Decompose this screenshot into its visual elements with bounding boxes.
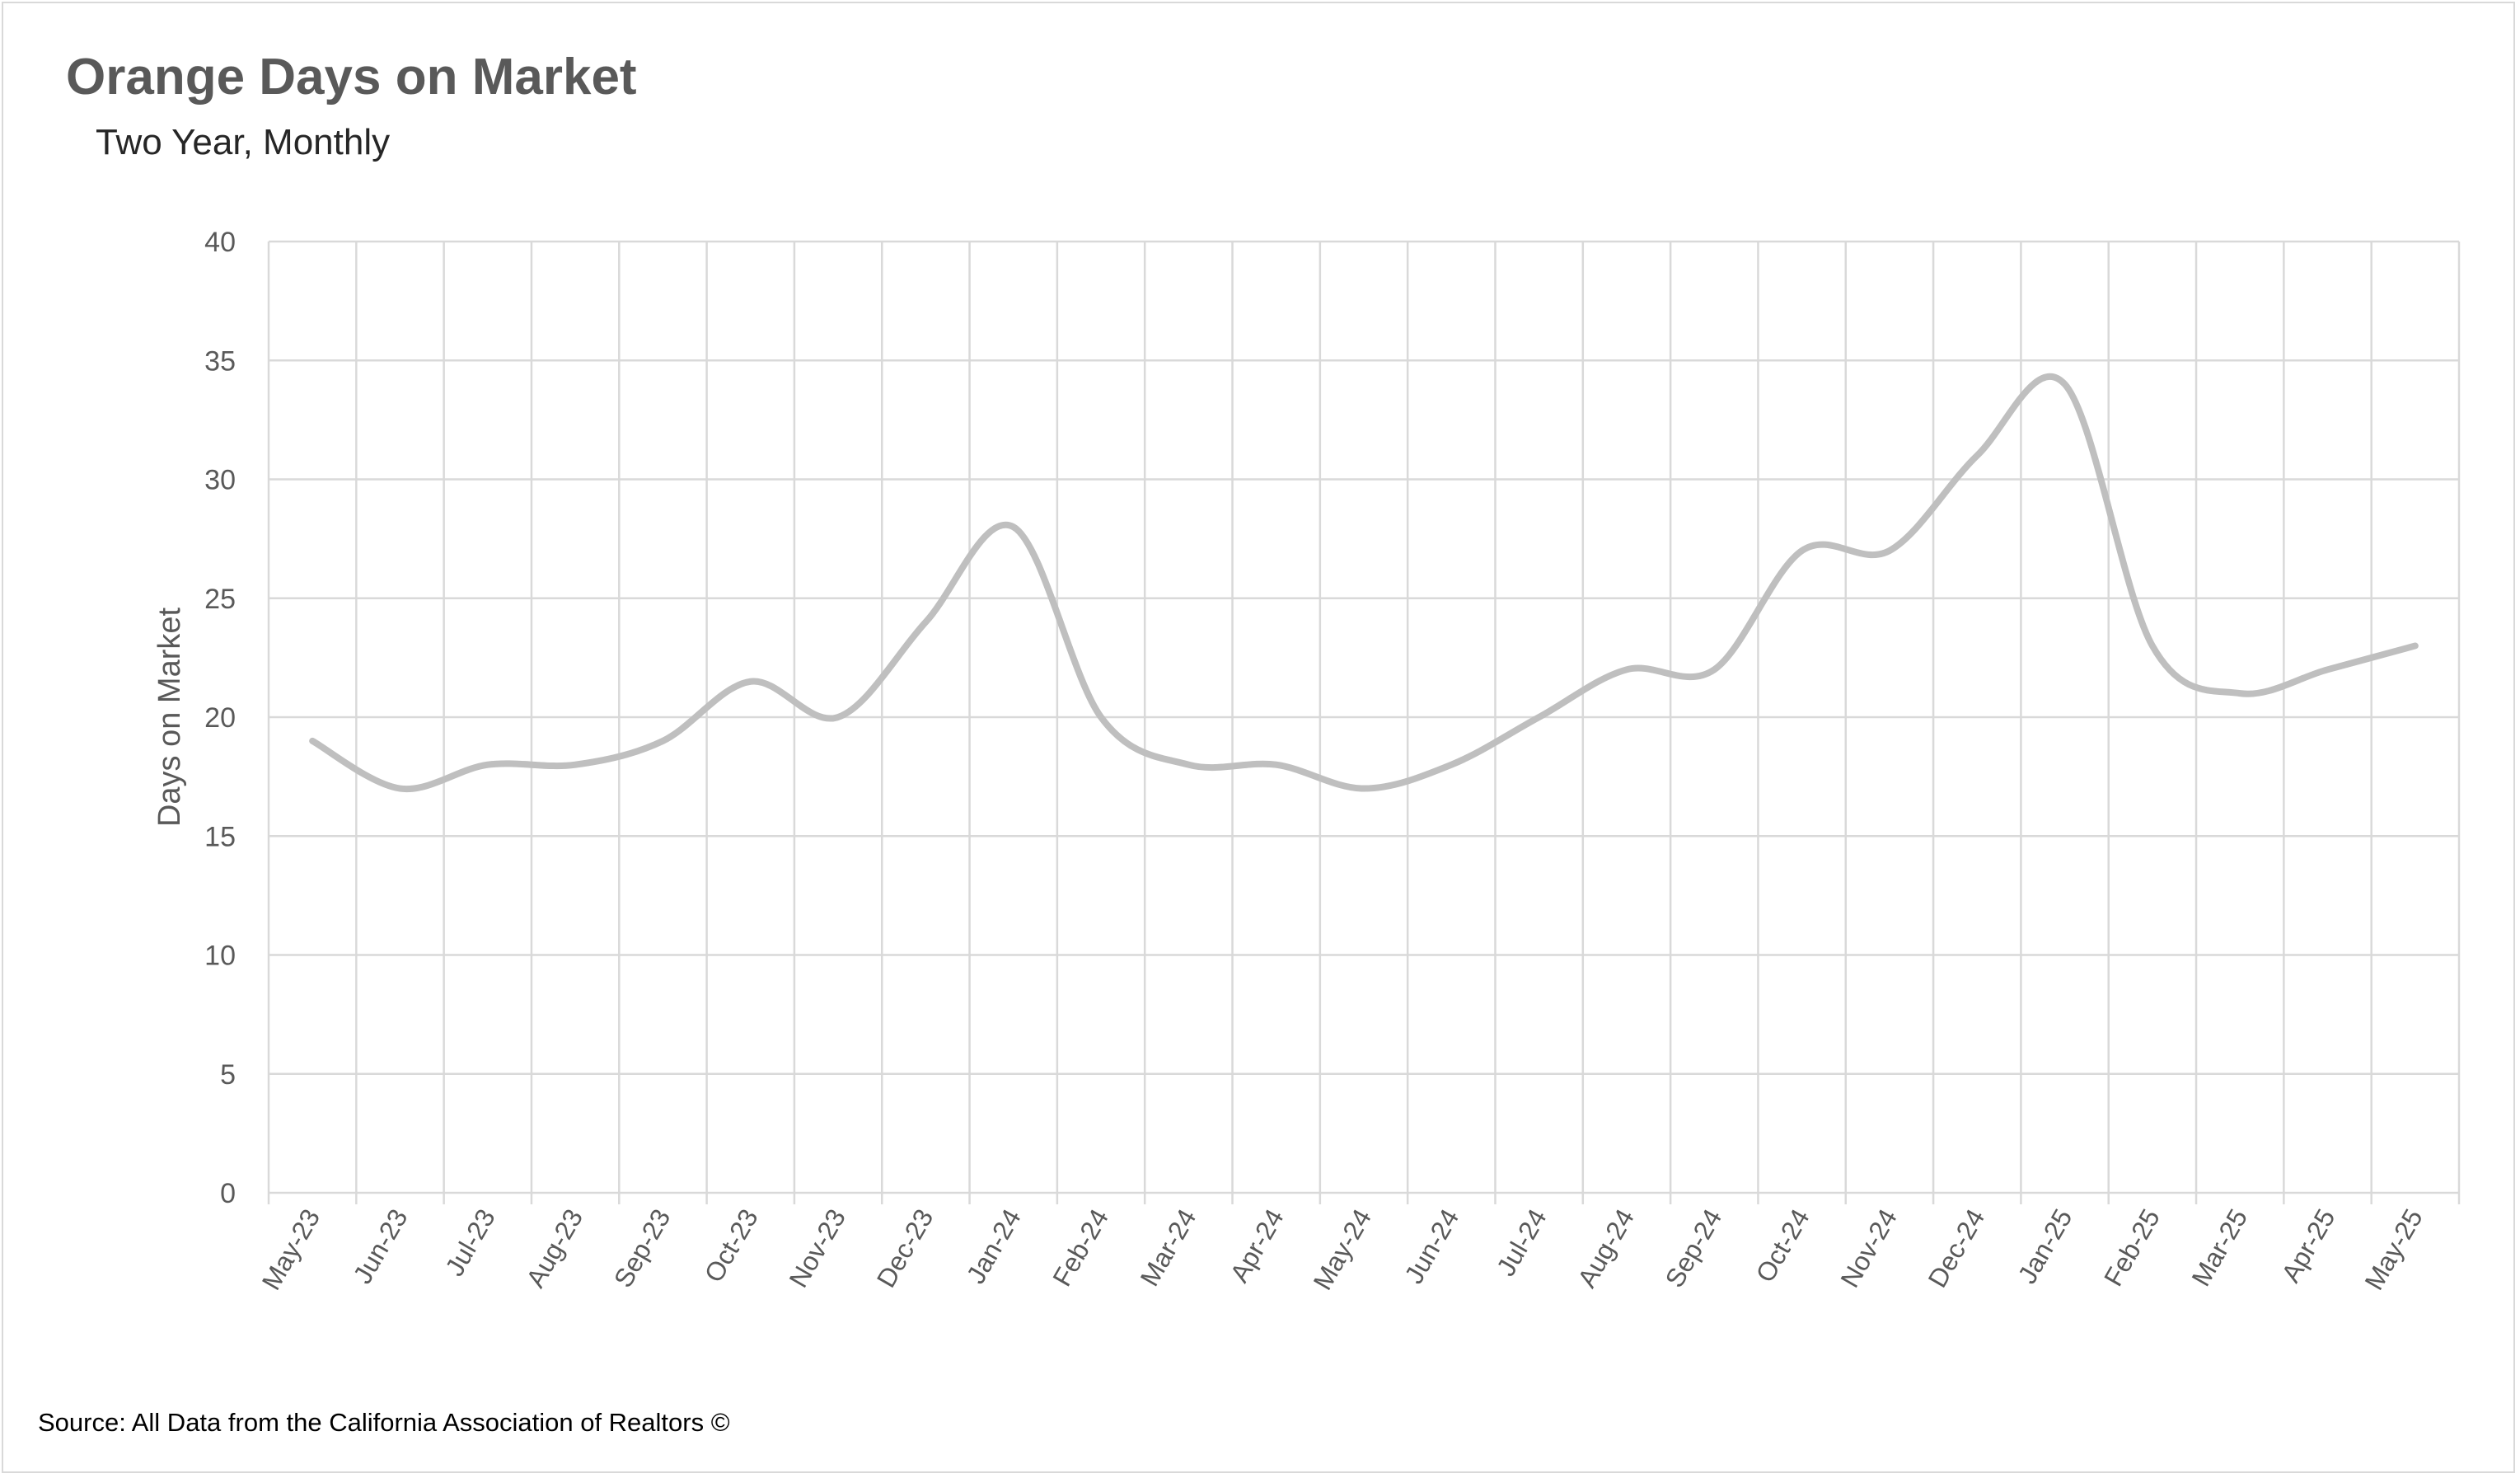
x-tick-label: Mar-25 [2185, 1204, 2253, 1292]
data-point [747, 678, 754, 685]
x-tick-label: Jul-23 [439, 1204, 501, 1281]
data-point [2237, 690, 2243, 697]
data-point [1010, 523, 1017, 530]
data-point [2149, 642, 2156, 649]
data-point [309, 738, 316, 744]
y-tick-label: 10 [204, 941, 236, 972]
chart-subtitle: Two Year, Monthly [96, 122, 391, 162]
series-line-days-on-market [309, 373, 2419, 793]
gridlines [267, 240, 2461, 1204]
y-tick-label: 30 [204, 465, 236, 496]
x-tick-label: Jan-24 [961, 1204, 1027, 1289]
data-point [922, 619, 929, 626]
y-tick-label: 15 [204, 821, 236, 852]
x-tick-label: Feb-24 [1047, 1204, 1114, 1292]
data-point [835, 714, 841, 720]
x-tick-label: Oct-23 [699, 1204, 764, 1288]
data-point [659, 738, 666, 744]
x-tick-label: Aug-23 [520, 1204, 588, 1293]
data-point [396, 786, 403, 792]
x-tick-label: Sep-24 [1660, 1204, 1728, 1293]
x-tick-label: May-25 [2358, 1204, 2429, 1295]
x-tick-label: May-23 [256, 1204, 326, 1295]
y-tick-label: 35 [204, 345, 236, 377]
x-tick-label: May-24 [1308, 1204, 1378, 1295]
x-tick-label: Mar-24 [1135, 1204, 1202, 1292]
x-tick-label: Jun-24 [1398, 1204, 1464, 1289]
x-tick-label: Apr-25 [2275, 1204, 2340, 1288]
x-tick-label: Dec-24 [1923, 1204, 1991, 1293]
data-point [2062, 381, 2068, 387]
data-point [2412, 642, 2419, 649]
data-point [1448, 762, 1454, 768]
x-tick-label: Nov-23 [783, 1204, 851, 1293]
data-point [1098, 714, 1104, 720]
series-layer [309, 373, 2419, 793]
data-point [1623, 666, 1630, 673]
y-tick-label: 40 [204, 227, 236, 258]
data-point [1974, 453, 1980, 459]
data-point [1536, 714, 1543, 720]
chart-title: Orange Days on Market [66, 49, 637, 106]
data-point [1711, 666, 1717, 673]
y-axis-title: Days on Market [152, 608, 187, 828]
x-tick-label: Sep-23 [608, 1204, 677, 1293]
y-axis-ticks: 0 5 10 15 20 25 30 35 40 [204, 227, 236, 1209]
data-point [1361, 786, 1367, 792]
x-tick-label: Apr-24 [1225, 1204, 1290, 1288]
y-tick-label: 25 [204, 584, 236, 615]
data-point [1886, 547, 1893, 554]
data-point [1799, 547, 1806, 554]
data-point [1273, 762, 1280, 768]
x-tick-label: Jan-25 [2012, 1204, 2078, 1289]
data-point [1185, 762, 1192, 768]
y-tick-label: 20 [204, 702, 236, 734]
x-tick-label: Jun-23 [347, 1204, 413, 1289]
x-tick-label: Nov-24 [1834, 1204, 1903, 1293]
x-tick-label: Dec-23 [871, 1204, 939, 1293]
x-tick-label: Jul-24 [1491, 1204, 1553, 1281]
y-tick-label: 5 [220, 1059, 236, 1091]
data-point [572, 762, 578, 768]
source-note: Source: All Data from the California Ass… [38, 1408, 730, 1437]
y-tick-label: 0 [220, 1178, 236, 1209]
x-tick-label: Oct-24 [1749, 1204, 1815, 1288]
data-point [485, 762, 491, 768]
x-tick-label: Aug-24 [1571, 1204, 1640, 1293]
data-point [2325, 666, 2331, 673]
x-axis-ticks: May-23 Jun-23 Jul-23 Aug-23 Sep-23 Oct-23 Nov-… [256, 1204, 2429, 1295]
x-tick-label: Feb-25 [2098, 1204, 2166, 1292]
